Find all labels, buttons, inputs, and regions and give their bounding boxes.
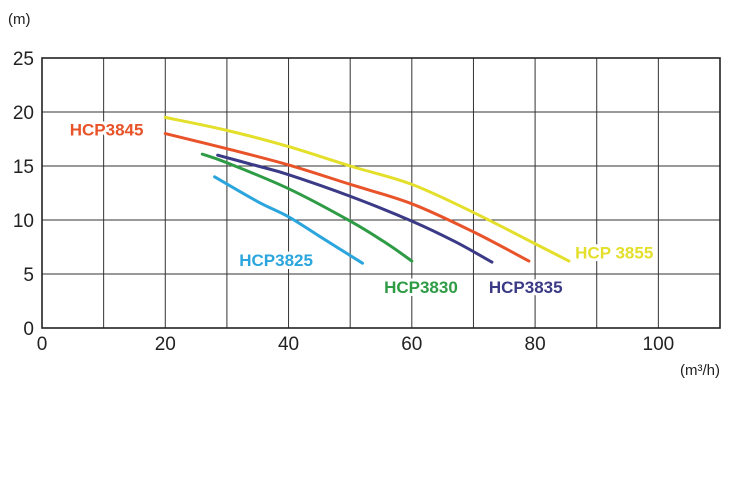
y-tick-label: 0 [23, 319, 34, 340]
series-label-text: HCP 3855 [575, 243, 653, 262]
y-axis-unit-label: (m) [8, 11, 31, 28]
series-label-text: HCP3830 [384, 278, 458, 297]
series-label-halo: HCP 3855 [575, 243, 653, 262]
series-lines [163, 115, 571, 265]
series-line-hcp3825 [213, 175, 365, 265]
x-axis-unit-label: (m³/h) [680, 362, 720, 379]
y-tick-label: 10 [13, 211, 34, 232]
series-label-halo: HCP3845 [70, 120, 144, 139]
series-label-halo: HCP3835 [489, 278, 563, 297]
x-tick-label: 80 [525, 334, 546, 355]
y-tick-label: 15 [13, 157, 34, 178]
series-line-hcp3835 [216, 153, 494, 264]
x-tick-label: 20 [155, 334, 176, 355]
series-line-hcp3845 [163, 132, 531, 263]
series-label-text: HCP3835 [489, 278, 563, 297]
plot-frame [41, 57, 721, 329]
x-tick-label: 100 [643, 334, 675, 355]
y-tick-label: 5 [23, 265, 34, 286]
y-tick-label: 20 [13, 103, 34, 124]
grid [42, 58, 720, 328]
x-tick-label: 0 [37, 334, 48, 355]
y-axis-ticks: 0 5 10 15 20 25 [13, 49, 34, 340]
series-label-text: HCP3845 [70, 120, 144, 139]
y-tick-label: 25 [13, 49, 34, 70]
series-label-text: HCP3825 [239, 251, 313, 270]
x-tick-label: 60 [401, 334, 422, 355]
series-label-halo: HCP3825 [239, 251, 313, 270]
x-tick-label: 40 [278, 334, 299, 355]
series-label-halo: HCP3830 [384, 278, 458, 297]
series-line-hcp3855 [163, 115, 571, 263]
x-axis-ticks: 0 20 40 60 80 100 [37, 334, 675, 355]
series-line-hcp3830 [200, 152, 414, 263]
